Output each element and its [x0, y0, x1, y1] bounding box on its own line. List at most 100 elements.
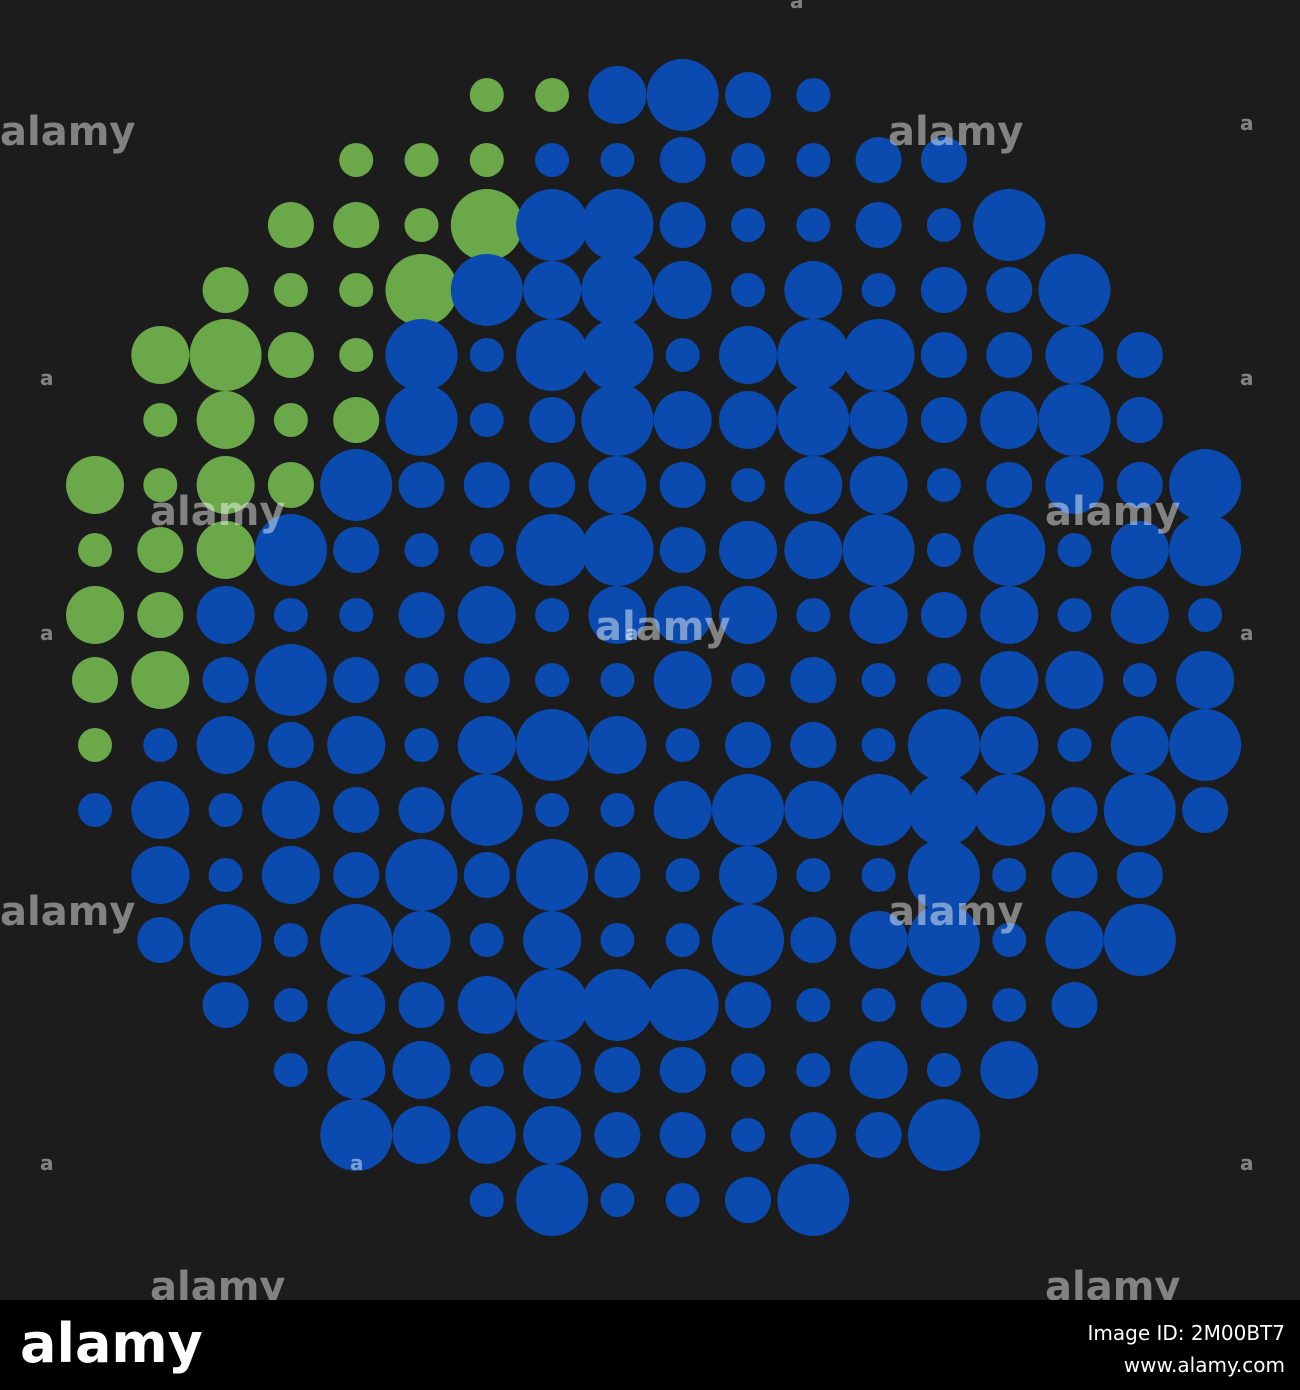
- dot: [796, 858, 831, 892]
- dot: [581, 514, 654, 586]
- dot: [1116, 397, 1163, 443]
- dot: [665, 338, 700, 372]
- dot: [992, 923, 1027, 957]
- dot: [588, 66, 647, 124]
- dot: [588, 586, 647, 644]
- watermark-mark: a: [625, 621, 639, 645]
- dot: [333, 657, 380, 703]
- dot: [196, 456, 255, 514]
- dot: [920, 982, 967, 1028]
- dot: [980, 391, 1039, 449]
- dot: [659, 1112, 706, 1158]
- dot: [1103, 904, 1176, 976]
- dot: [920, 267, 967, 313]
- dot: [784, 261, 843, 319]
- dot: [398, 462, 445, 508]
- dot: [849, 456, 908, 514]
- dot: [66, 456, 124, 514]
- dot: [980, 716, 1039, 774]
- dot: [731, 1118, 765, 1152]
- dot: [861, 273, 896, 307]
- dot: [849, 1041, 908, 1099]
- dot: [986, 267, 1033, 313]
- dot: [594, 1112, 641, 1158]
- dot: [523, 1041, 582, 1099]
- dot: [907, 839, 980, 911]
- dot: [516, 1164, 589, 1236]
- dot: [600, 663, 635, 697]
- dot: [273, 923, 308, 957]
- dot: [78, 793, 112, 827]
- dot: [777, 384, 850, 456]
- dot: [1038, 254, 1111, 326]
- dot: [653, 586, 712, 644]
- dot: [535, 78, 570, 112]
- dot: [1103, 774, 1176, 846]
- dot: [463, 462, 510, 508]
- dot: [1116, 852, 1163, 898]
- dot: [333, 202, 380, 248]
- dot: [992, 988, 1027, 1022]
- dot: [653, 391, 712, 449]
- dot: [861, 728, 896, 762]
- dot: [581, 384, 654, 456]
- dot: [980, 651, 1039, 709]
- dot: [1057, 728, 1092, 762]
- dot: [392, 911, 451, 969]
- dot: [392, 1106, 451, 1164]
- dot: [719, 391, 777, 449]
- dot: [731, 208, 765, 242]
- dot: [796, 1053, 831, 1087]
- dot: [784, 781, 843, 839]
- dot: [529, 462, 576, 508]
- dot: [143, 403, 178, 437]
- dot: [1110, 586, 1169, 644]
- dot: [450, 189, 523, 261]
- dot: [273, 598, 308, 632]
- dot: [254, 514, 327, 586]
- dot: [1038, 384, 1111, 456]
- dot: [137, 592, 184, 638]
- dot: [398, 592, 445, 638]
- dot: [404, 533, 439, 567]
- dot: [796, 598, 831, 632]
- dot: [719, 521, 777, 579]
- dot: [320, 1099, 393, 1171]
- dot: [273, 403, 308, 437]
- dot: [320, 449, 393, 521]
- dot: [796, 208, 831, 242]
- watermark: alamy: [595, 604, 730, 650]
- dot: [980, 586, 1039, 644]
- dot: [469, 533, 504, 567]
- dot: [777, 1164, 850, 1236]
- dot: [261, 846, 320, 904]
- dot: [535, 598, 570, 632]
- watermark: alamy: [0, 889, 135, 935]
- dot: [469, 403, 504, 437]
- dot: [267, 462, 314, 508]
- image-url: www.alamy.com: [1124, 1353, 1285, 1377]
- dot: [469, 338, 504, 372]
- dot: [907, 774, 980, 846]
- dot: [385, 384, 458, 456]
- dot: [267, 202, 314, 248]
- dot: [535, 143, 570, 177]
- dot: [842, 774, 915, 846]
- dot: [659, 1047, 706, 1093]
- dot: [1110, 521, 1169, 579]
- dot: [457, 716, 516, 774]
- dot: [646, 59, 719, 131]
- dot: [790, 657, 837, 703]
- dot: [469, 923, 504, 957]
- dot: [731, 468, 765, 502]
- dot: [600, 143, 635, 177]
- dot: [849, 911, 908, 969]
- dot: [385, 319, 458, 391]
- dot: [333, 397, 380, 443]
- dot: [137, 527, 184, 573]
- dot: [653, 781, 712, 839]
- dot: [653, 651, 712, 709]
- watermark-mark: a: [40, 366, 54, 390]
- dot: [1169, 709, 1242, 781]
